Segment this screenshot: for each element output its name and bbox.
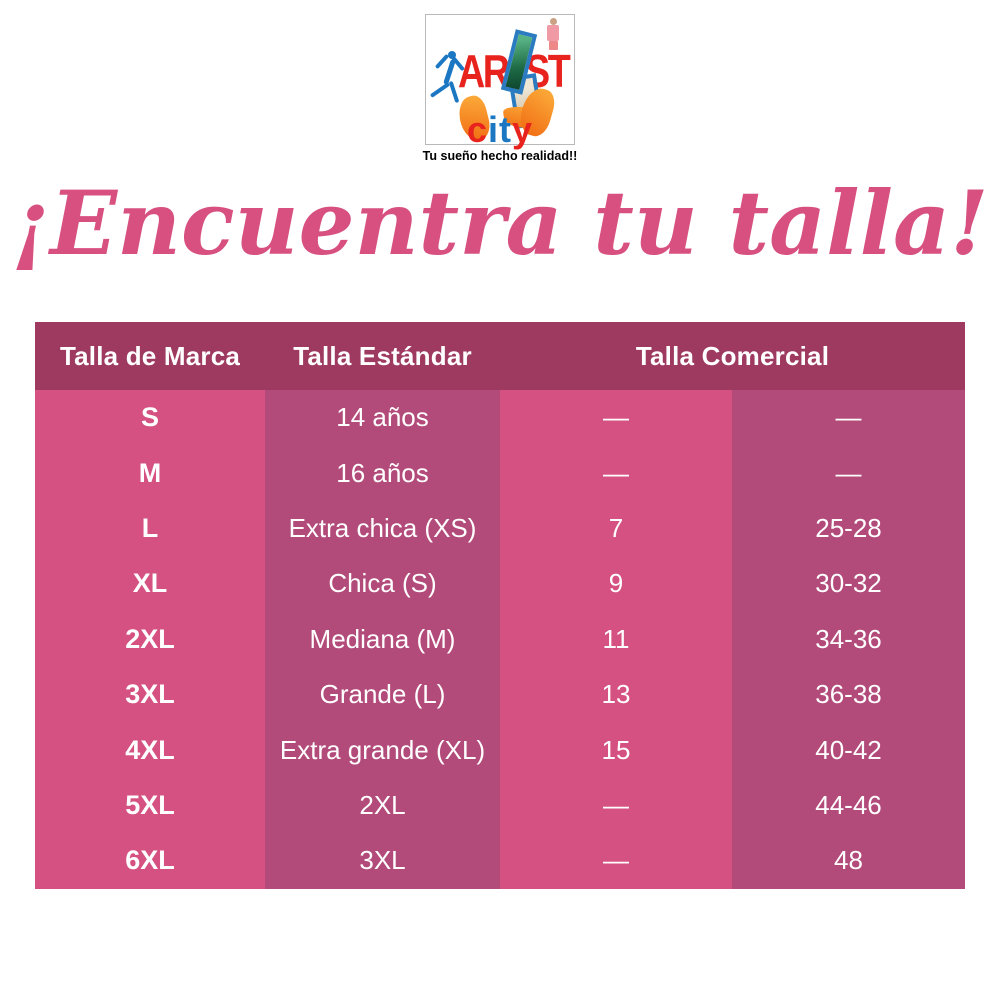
size-table: Talla de Marca Talla Estándar Talla Come…: [35, 322, 965, 889]
logo-tagline: Tu sueño hecho realidad!!: [422, 149, 578, 163]
cell-talla-marca: L: [35, 500, 265, 557]
cell-talla-comercial-rango: 30-32: [732, 556, 965, 612]
dancer-icon: [429, 51, 466, 104]
cell-talla-comercial-num: —: [500, 390, 732, 446]
cell-talla-comercial-rango: 48: [732, 833, 965, 889]
mannequin-icon: [545, 18, 561, 50]
logo-city-letter: t: [499, 109, 512, 150]
cell-talla-estandar: 2XL: [265, 777, 500, 834]
cell-talla-estandar: Mediana (M): [265, 611, 500, 667]
logo-city-letter: i: [487, 109, 499, 150]
cell-talla-comercial-num: 15: [500, 722, 732, 778]
cell-talla-marca: S: [35, 390, 265, 446]
cell-talla-comercial-num: —: [500, 833, 732, 889]
logo-box: AR ST city: [425, 14, 575, 148]
cell-talla-marca: 2XL: [35, 611, 265, 667]
cell-talla-estandar: Chica (S): [265, 556, 500, 612]
cell-talla-comercial-num: —: [500, 777, 732, 834]
cell-talla-comercial-rango: 34-36: [732, 611, 965, 667]
cell-talla-estandar: Extra chica (XS): [265, 500, 500, 557]
cell-talla-marca: XL: [35, 556, 265, 612]
column-header-talla-estandar: Talla Estándar: [265, 322, 500, 390]
cell-talla-comercial-rango: 25-28: [732, 500, 965, 557]
column-header-talla-marca: Talla de Marca: [35, 322, 265, 390]
cell-talla-comercial-rango: 36-38: [732, 666, 965, 723]
cell-talla-marca: 3XL: [35, 666, 265, 723]
cell-talla-comercial-num: 13: [500, 666, 732, 723]
logo-city-text: city: [426, 112, 574, 148]
logo: AR ST city Tu sueño hecho realidad!!: [0, 14, 1000, 163]
cell-talla-comercial-rango: —: [732, 390, 965, 446]
cell-talla-estandar: Grande (L): [265, 666, 500, 723]
cell-talla-estandar: Extra grande (XL): [265, 722, 500, 778]
cell-talla-marca: 4XL: [35, 722, 265, 778]
logo-city-letter: y: [512, 109, 534, 150]
cell-talla-comercial-num: 9: [500, 556, 732, 612]
cell-talla-comercial-rango: 40-42: [732, 722, 965, 778]
cell-talla-comercial-num: 7: [500, 500, 732, 557]
page-title: ¡Encuentra tu talla!: [11, 171, 989, 275]
cell-talla-marca: 5XL: [35, 777, 265, 834]
column-header-talla-comercial: Talla Comercial: [500, 322, 965, 390]
cell-talla-comercial-num: —: [500, 445, 732, 501]
cell-talla-comercial-rango: 44-46: [732, 777, 965, 834]
cell-talla-estandar: 16 años: [265, 445, 500, 501]
logo-text-left: AR: [458, 45, 510, 97]
logo-city-letter: c: [466, 109, 488, 150]
cell-talla-comercial-rango: —: [732, 445, 965, 501]
cell-talla-estandar: 14 años: [265, 390, 500, 446]
cell-talla-marca: 6XL: [35, 833, 265, 889]
cell-talla-estandar: 3XL: [265, 833, 500, 889]
cell-talla-marca: M: [35, 445, 265, 501]
cell-talla-comercial-num: 11: [500, 611, 732, 667]
